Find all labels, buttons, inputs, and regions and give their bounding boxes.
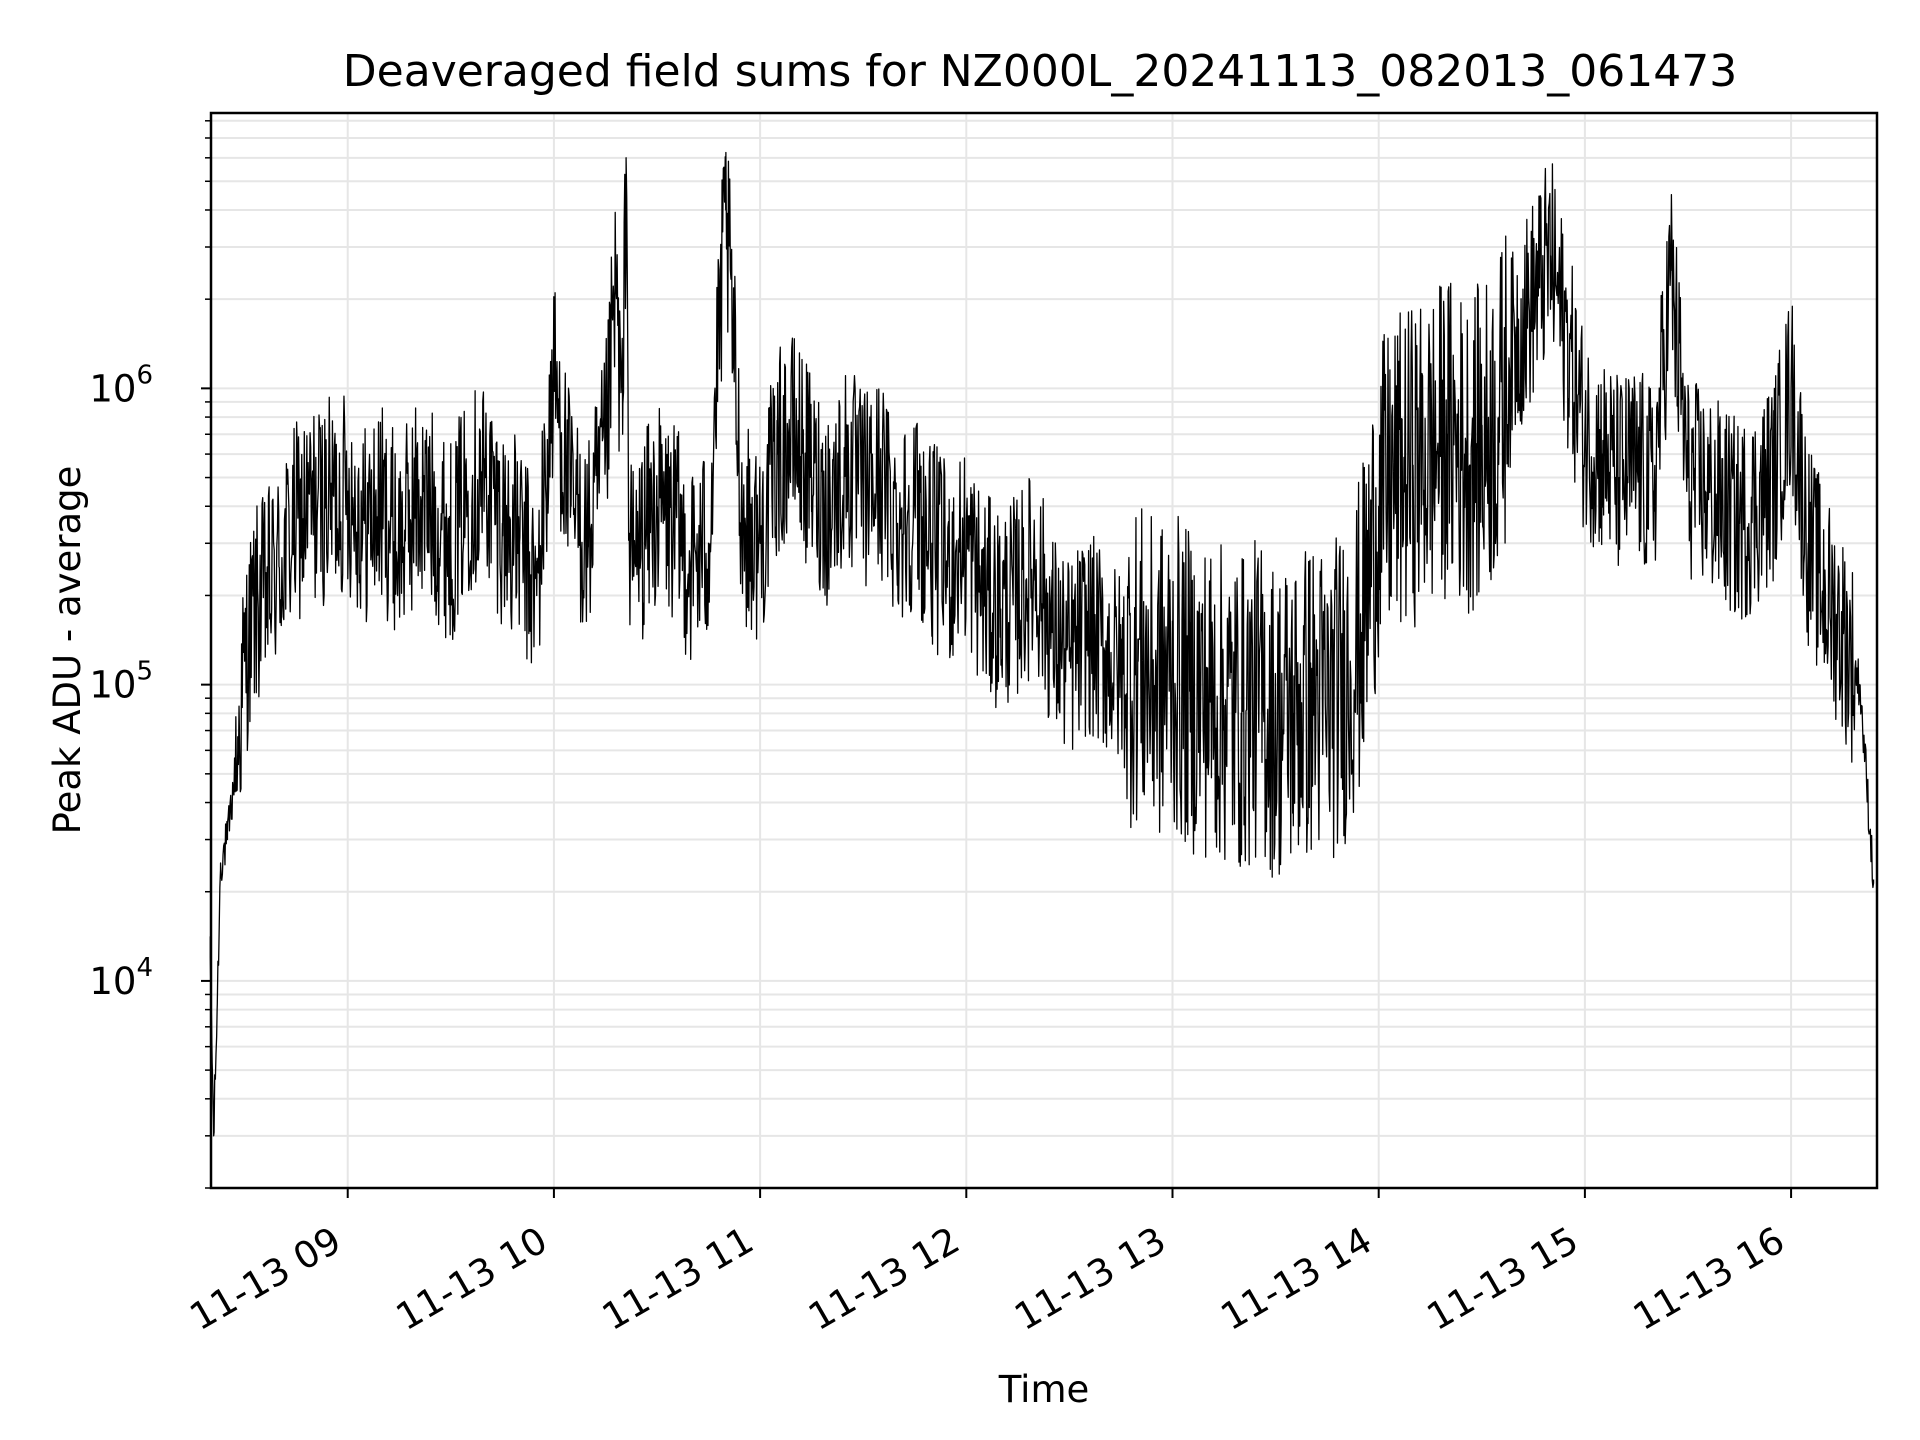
chart-title: Deaveraged field sums for NZ000L_2024111… (343, 46, 1737, 97)
y-tick-label: 105 (89, 657, 153, 707)
x-axis-label: Time (998, 1368, 1090, 1411)
plot-frame (209, 111, 1879, 1190)
series-line (209, 151, 1875, 1137)
y-axis-label: Peak ADU - average (46, 466, 89, 835)
data-layer (209, 151, 1875, 1137)
major-grid (211, 113, 1877, 1188)
